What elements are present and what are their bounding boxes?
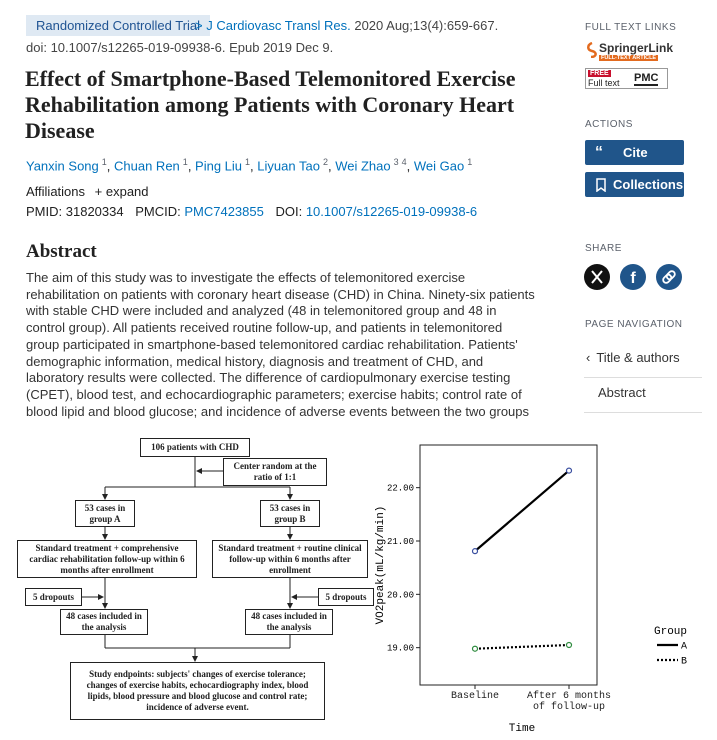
sidebar-heading: FULL TEXT LINKS [585,22,677,33]
x-tick-label: Baseline [450,691,499,702]
data-point [565,641,573,649]
sidebar-heading: PAGE NAVIGATION [585,319,683,330]
bookmark-icon [596,177,606,192]
affiliation-number[interactable]: 1 [101,157,107,167]
flow-node: 106 patients with CHD [140,438,250,457]
affiliation-number[interactable]: 1 [182,157,188,167]
data-point [471,548,479,555]
y-axis-label: VO2peak(mL/kg/min) [375,506,387,625]
pmcid-label: PMCID: [135,204,181,219]
svg-text:f: f [630,270,636,287]
springer-text: SpringerLink [599,41,674,55]
abstract-heading: Abstract [26,241,97,262]
flow-node: Center random at the ratio of 1:1 [223,458,327,486]
affiliation-number[interactable]: 1 [245,157,251,167]
affiliation-number[interactable]: 3 [393,157,399,167]
citation-details: 2020 Aug;13(4):659-667. [354,18,499,33]
flow-node: Standard treatment + routine clinical fo… [212,540,368,578]
series-line [474,469,570,552]
pmid-label: PMID: [26,204,63,219]
flow-node: 48 cases included in the analysis [245,609,333,635]
pmc-text: PMC [634,72,659,86]
doi-label: DOI: [275,204,303,219]
author[interactable]: Wei Gao [413,158,465,174]
article-title: Effect of Smartphone-Based Telemonitored… [25,66,516,143]
flowchart-lines [82,457,318,662]
author[interactable]: Wei Zhao [335,158,391,174]
nav-item[interactable]: Abstract [584,385,702,413]
collections-label: Collections [613,177,684,192]
expand-toggle[interactable]: expand [105,184,149,199]
affiliation-number[interactable]: 4 [401,157,407,167]
y-tick-label: 20.00 [387,590,414,600]
affiliation-number[interactable]: 1 [467,157,473,167]
data-point [565,467,573,474]
author[interactable]: Chuan Ren [114,158,180,174]
sidebar-heading: ACTIONS [585,119,633,130]
sidebar-heading: SHARE [585,243,622,254]
affiliation-number[interactable]: 2 [322,157,328,167]
collections-button[interactable]: Collections [585,172,684,197]
cite-label: Cite [623,145,648,160]
flow-node: 5 dropouts [318,588,374,606]
share-facebook[interactable]: f [620,264,646,290]
pmc-free: FREE [588,70,611,77]
y-tick-label: 22.00 [387,484,414,494]
share-icons: f [584,264,682,290]
nav-item[interactable]: ‹ Title & authors [584,350,702,378]
series-line [474,643,570,650]
legend-label: A [681,642,687,653]
author[interactable]: Ping Liu [195,158,243,174]
flow-node: 5 dropouts [25,588,82,606]
share-x[interactable] [584,264,610,290]
springer-icon [587,42,597,58]
citation: > J Cardiovasc Transl Res. 2020 Aug;13(4… [195,18,499,33]
flow-node: 48 cases included in the analysis [60,609,148,635]
pmc-link[interactable]: FREE Full text PMC [585,68,668,89]
affiliations-label[interactable]: Affiliations [26,184,86,199]
abstract-text: The aim of this study was to investigate… [26,270,535,419]
pmc-full: Full text [588,78,620,88]
data-point [471,645,479,652]
flow-node: 53 cases in group B [260,500,320,527]
y-tick-label: 19.00 [387,644,414,654]
affiliations[interactable]: Affiliations + expand [26,184,149,199]
publication-type[interactable]: Randomized Controlled Trial [26,15,211,36]
journal-link[interactable]: J Cardiovasc Transl Res. [206,18,351,33]
doi-line: doi: 10.1007/s12265-019-09938-6. Epub 20… [26,40,334,55]
nav-label[interactable]: Abstract [598,385,646,400]
plot-frame [419,444,598,686]
y-tick-label: 21.00 [387,537,414,547]
flow-node: 53 cases in group A [75,500,135,527]
nav-label[interactable]: Title & authors [596,350,680,365]
doi-link[interactable]: 10.1007/s12265-019-09938-6 [305,204,478,219]
x-axis-label: Time [509,723,535,735]
cite-button[interactable]: “Cite [585,140,684,165]
author[interactable]: Liyuan Tao [257,158,320,174]
share-link[interactable] [656,264,682,290]
springer-sub: FULL-TEXT ARTICLE [599,55,659,61]
identifiers: PMID: 31820334 PMCID: PMC7423855 DOI: 10… [26,204,477,219]
flow-node: Standard treatment + comprehensive cardi… [17,540,197,578]
pmid: 31820334 [65,204,124,219]
x-tick-label: After 6 months of follow-up [526,691,611,713]
legend-title: Group [654,626,687,638]
legend-label: B [681,657,687,668]
flow-node: Study endpoints: subjects' changes of ex… [70,662,325,720]
author[interactable]: Yanxin Song [26,158,99,174]
pmcid-link[interactable]: PMC7423855 [184,204,264,219]
springer-link[interactable]: SpringerLink FULL-TEXT ARTICLE [585,41,673,63]
author-list: Yanxin Song 1, Chuan Ren 1, Ping Liu 1, Liy… [26,157,473,174]
